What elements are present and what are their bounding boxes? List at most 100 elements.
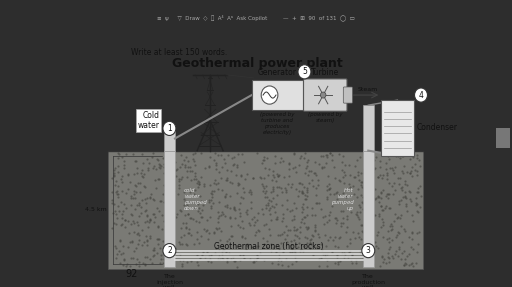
Point — [350, 175, 358, 179]
Point — [357, 236, 365, 241]
Point — [175, 177, 183, 181]
Point — [356, 204, 364, 209]
Point — [296, 156, 305, 160]
Point — [361, 247, 370, 252]
Point — [180, 202, 188, 207]
Point — [215, 220, 223, 224]
Point — [229, 205, 238, 210]
Point — [242, 210, 250, 215]
Point — [305, 168, 313, 173]
Point — [219, 212, 227, 216]
Point — [355, 235, 363, 239]
Point — [120, 159, 129, 164]
Point — [279, 232, 287, 236]
Point — [307, 168, 315, 173]
Point — [378, 208, 386, 213]
Point — [161, 224, 169, 229]
Point — [383, 237, 391, 242]
Point — [224, 251, 232, 255]
Point — [291, 248, 299, 253]
Point — [319, 154, 327, 158]
Point — [398, 185, 406, 190]
Point — [184, 212, 193, 216]
Point — [323, 187, 331, 192]
Point — [270, 174, 279, 179]
Point — [164, 249, 172, 254]
Point — [358, 222, 366, 227]
Point — [298, 191, 307, 195]
Point — [282, 257, 290, 261]
Point — [320, 222, 328, 227]
Point — [386, 166, 394, 171]
Point — [301, 215, 309, 220]
Point — [364, 229, 372, 233]
Point — [162, 247, 170, 251]
Point — [155, 165, 163, 170]
Text: 4.5 km: 4.5 km — [85, 207, 106, 212]
Point — [314, 232, 322, 236]
Point — [237, 173, 245, 177]
Point — [222, 205, 230, 210]
Point — [255, 251, 264, 255]
Point — [197, 175, 205, 180]
Point — [140, 184, 148, 189]
Point — [269, 196, 277, 200]
Point — [137, 210, 145, 215]
Point — [245, 189, 253, 194]
Point — [159, 155, 167, 160]
Point — [222, 192, 230, 196]
Point — [321, 252, 329, 256]
Point — [292, 228, 301, 232]
Point — [383, 177, 391, 182]
Point — [339, 191, 347, 195]
Circle shape — [163, 121, 176, 135]
Point — [130, 221, 138, 225]
Point — [313, 201, 321, 205]
Point — [120, 257, 129, 262]
Point — [375, 214, 383, 218]
Point — [154, 224, 162, 228]
Point — [397, 257, 406, 261]
Point — [351, 163, 359, 168]
Point — [259, 188, 267, 193]
Point — [260, 157, 268, 162]
Point — [134, 231, 142, 235]
Point — [240, 255, 248, 260]
Point — [211, 178, 219, 182]
Point — [141, 209, 150, 214]
Point — [259, 184, 267, 188]
Point — [130, 192, 138, 196]
Point — [385, 246, 393, 251]
Point — [278, 156, 286, 160]
Point — [176, 251, 184, 256]
Point — [233, 164, 241, 169]
Point — [398, 154, 407, 158]
Point — [362, 240, 370, 245]
Point — [292, 186, 300, 191]
Point — [301, 196, 309, 201]
Point — [350, 192, 358, 196]
Point — [181, 226, 189, 230]
Point — [409, 264, 417, 269]
Point — [178, 261, 186, 266]
Point — [211, 151, 219, 155]
Point — [371, 187, 379, 191]
Point — [190, 177, 199, 182]
Point — [382, 161, 391, 166]
Point — [300, 221, 308, 226]
Point — [138, 228, 146, 233]
Point — [243, 212, 251, 217]
Point — [195, 241, 203, 245]
Point — [318, 247, 326, 252]
Point — [205, 198, 214, 203]
Point — [161, 205, 169, 209]
Point — [178, 242, 186, 247]
Point — [223, 259, 231, 264]
Point — [156, 246, 164, 250]
Point — [344, 255, 352, 259]
Point — [197, 233, 205, 238]
Point — [199, 203, 207, 208]
Point — [150, 246, 158, 251]
Point — [196, 206, 204, 211]
Point — [262, 206, 270, 210]
